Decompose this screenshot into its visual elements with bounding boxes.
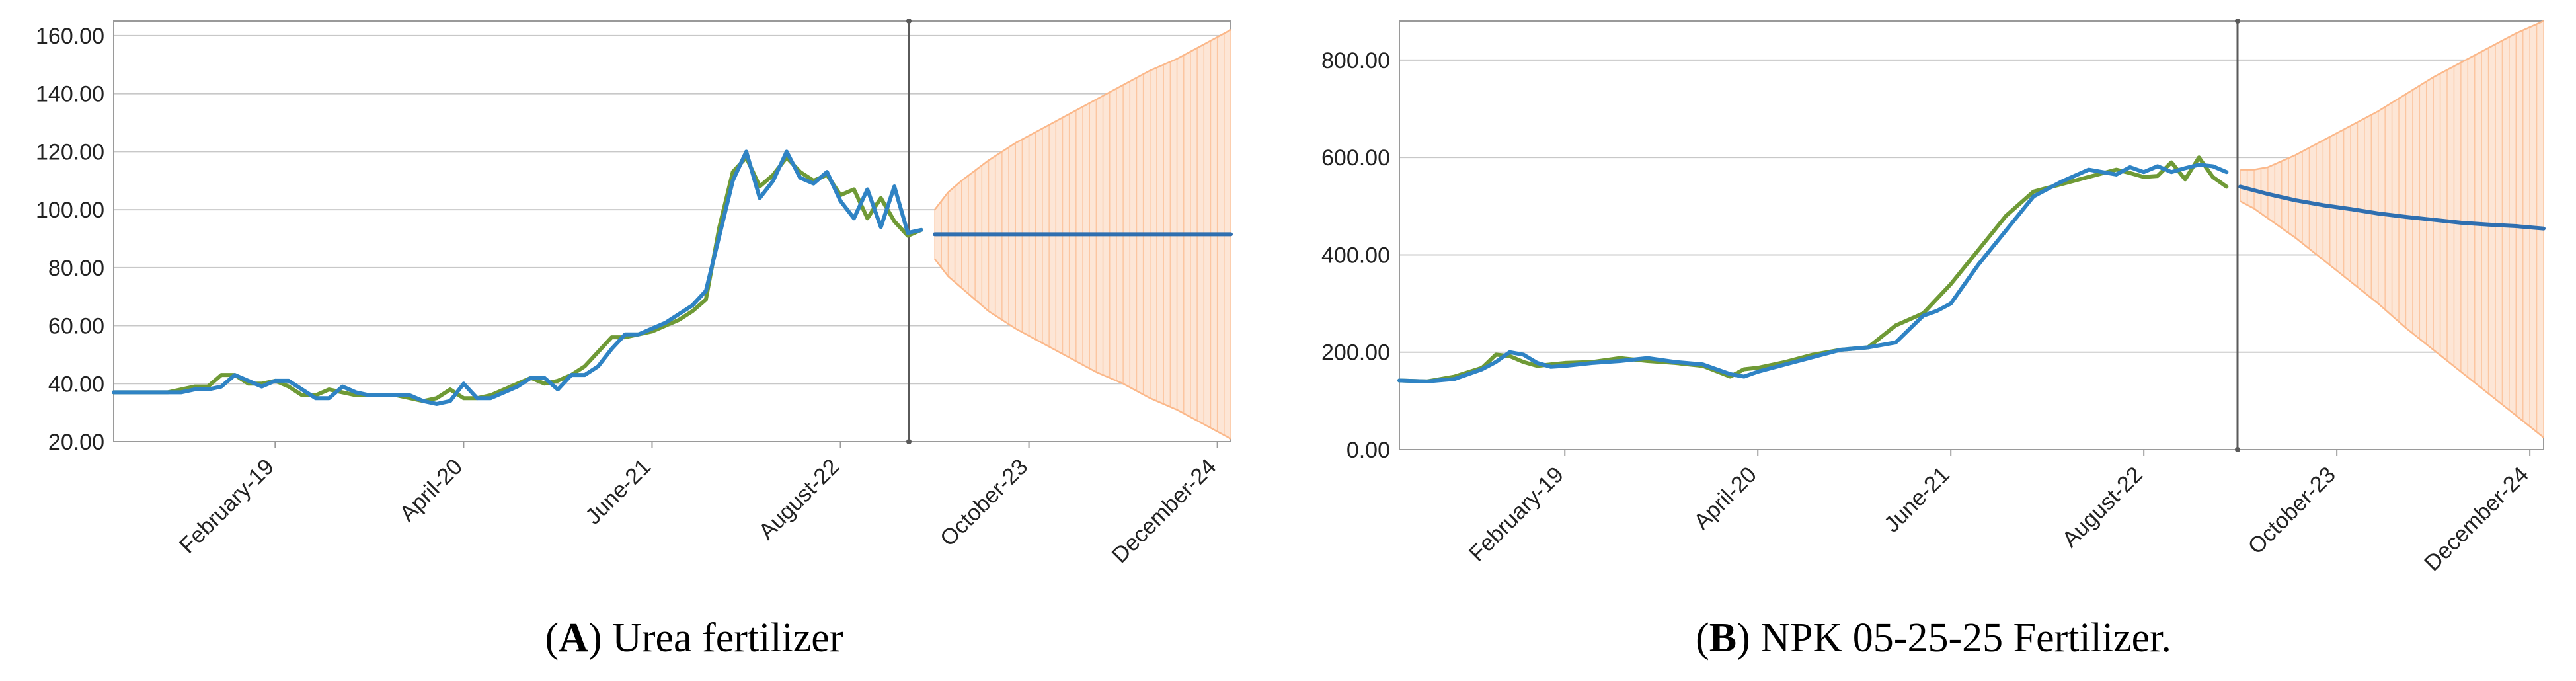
urea-divider-top-marker: [906, 19, 912, 24]
urea-y-tick-label: 80.00: [48, 256, 104, 281]
urea-upper-bound-line: [934, 29, 1231, 210]
urea-y-tick-label: 120.00: [36, 140, 104, 165]
npk-y-tick-label: 200.00: [1321, 340, 1390, 366]
npk-y-tick-label: 600.00: [1321, 145, 1390, 171]
npk-x-tick-label: April-20: [1689, 462, 1762, 535]
urea-y-tick-label: 160.00: [36, 24, 104, 49]
npk-divider-bottom-marker: [2235, 447, 2240, 452]
caption-a-letter: A: [559, 616, 588, 661]
urea-x-tick-label: August-22: [754, 454, 844, 544]
urea-y-tick-label: 140.00: [36, 82, 104, 107]
npk-y-tick-label: 400.00: [1321, 243, 1390, 268]
chart-npk: 0.00 200.00 400.00 600.00 800.00 February-19 A…: [1321, 19, 2546, 577]
chart-urea: 20.00 40.00 60.00 80.00 100.00 120.00 140.00 16…: [36, 19, 1233, 569]
npk-x-tick-label: October-23: [2244, 462, 2341, 559]
npk-y-tick-label: 800.00: [1321, 48, 1390, 73]
npk-x-tick-label: June-21: [1879, 462, 1955, 538]
urea-actual-line: [112, 155, 923, 403]
urea-x-tick-label: December-24: [1107, 454, 1222, 569]
urea-y-tick-label: 60.00: [48, 314, 104, 339]
urea-x-tick-label: June-21: [580, 454, 656, 530]
npk-divider-top-marker: [2235, 19, 2240, 24]
urea-divider-bottom-marker: [906, 439, 912, 444]
npk-lower-bound-line: [2240, 200, 2544, 438]
npk-x-tick-label: December-24: [2419, 462, 2534, 577]
urea-lower-bound-line: [934, 258, 1231, 440]
caption-a-text: Urea fertilizer: [602, 616, 843, 661]
npk-y-tick-label: 0.00: [1347, 438, 1390, 463]
caption-b: (B) NPK 05-25-25 Fertilizer.: [1696, 616, 2171, 661]
caption-a: (A) Urea fertilizer: [545, 616, 843, 661]
npk-actual-line: [1397, 155, 2229, 383]
npk-fitted-line: [1397, 163, 2229, 383]
urea-fitted-line: [112, 149, 923, 406]
caption-b-text: NPK 05-25-25 Fertilizer.: [1750, 616, 2171, 661]
caption-b-letter: B: [1709, 616, 1737, 661]
urea-x-tick-label: April-20: [395, 454, 467, 527]
urea-x-tick-label: February-19: [175, 454, 279, 559]
npk-x-tick-label: August-22: [2057, 462, 2147, 552]
urea-y-tick-label: 100.00: [36, 198, 104, 223]
urea-y-tick-label: 40.00: [48, 372, 104, 397]
urea-x-tick-label: October-23: [935, 454, 1033, 551]
npk-x-tick-label: February-19: [1464, 462, 1569, 567]
npk-forecast-line: [2238, 184, 2546, 231]
npk-upper-bound-line: [2240, 20, 2544, 171]
urea-y-tick-label: 20.00: [48, 430, 104, 455]
